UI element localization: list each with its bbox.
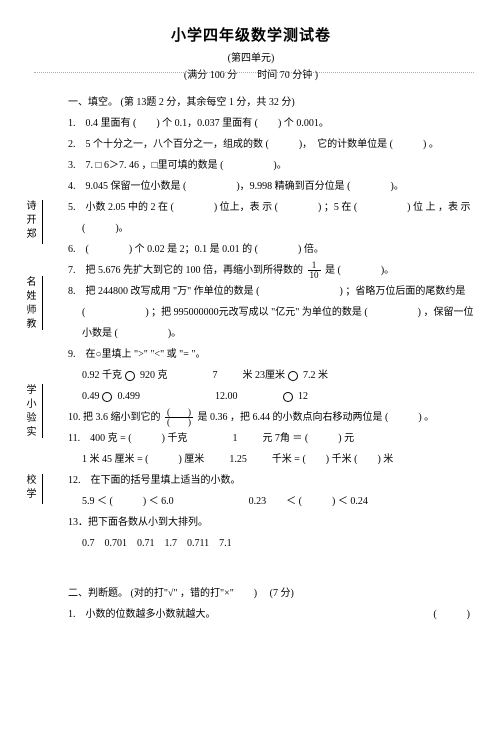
q11-row2: 1 米 45 厘米 = ( ) 厘米 1.25 千米 = ( ) 千米 ( ) … (68, 450, 482, 470)
margin-seg-4 (42, 474, 43, 504)
j1-row: 1. 小数的位数越多小数就越大。 ( ) (68, 605, 482, 625)
q12-row: 5.9 ＜ ( ) ＜ 6.0 0.23 ＜ ( ) ＜ 0.24 (68, 492, 482, 512)
q8b: ( ) ；把 995000000元改写成以 "亿元" 为单位的数是 ( ) ，保… (68, 303, 482, 323)
margin-label-1: 诗开郑 (22, 200, 37, 242)
exam-meta: (满分 100 分 时间 70 分钟 ) (0, 66, 502, 81)
compare-circle (102, 392, 112, 402)
q9r1e: 7.2 米 (303, 370, 328, 381)
section-2-heading: 二、判断题。 (对的打"√" ，错的打"×" ) (7 分) (68, 584, 482, 604)
q9r1a: 0.92 千克 (82, 370, 122, 381)
margin-label-2: 名姓师教 (22, 276, 37, 332)
q9r1c: 7 (213, 370, 218, 381)
q10: 10. 把 3.6 缩小到它的 ( )( ) 是 0.36 ，把 6.44 的小… (68, 408, 482, 428)
q11-row1: 11. 400 克 = ( ) 千克 1 元 7角 ＝ ( ) 元 (68, 429, 482, 449)
q11c: 元 7角 ＝ ( ) 元 (262, 433, 354, 444)
compare-circle (288, 371, 298, 381)
q9r1b: 920 克 (140, 370, 168, 381)
q4: 4. 9.045 保留一位小数是 ( )，9.998 精确到百分位是 ( )。 (68, 177, 482, 197)
section-1-heading: 一、填空。 (第 13题 2 分，其余每空 1 分，共 32 分) (68, 93, 482, 113)
q5: 5. 小数 2.05 中的 2 在 ( ) 位上，表 示 ( ) ；5 在 ( … (68, 198, 482, 218)
q11b: 1 (232, 433, 237, 444)
q7: 7. 把 5.676 先扩大到它的 100 倍，再缩小到所得数的 110 是 (… (68, 261, 482, 281)
compare-circle (125, 371, 135, 381)
q9r2b: 0.499 (118, 391, 141, 402)
margin-label-4: 校学 (22, 474, 37, 502)
q8a: 8. 把 244800 改写成用 "万" 作单位的数是 ( ) ；省略万位后面的… (68, 282, 482, 302)
margin-seg-1 (42, 200, 43, 244)
fraction-1-10: 110 (308, 261, 321, 280)
q11f: 千米 = ( ) 千米 ( ) 米 (272, 454, 393, 465)
q11d: 1 米 45 厘米 = ( ) 厘米 (82, 454, 204, 465)
q12: 12. 在下面的括号里填上适当的小数。 (68, 471, 482, 491)
q9r2a: 0.49 (82, 391, 100, 402)
q5b: ( )。 (68, 219, 482, 239)
q13a: 0.7 0.701 0.71 1.7 0.711 7.1 (68, 534, 482, 554)
q9-row2: 0.49 0.499 12.00 12 (68, 387, 482, 407)
fraction-blank: ( )( ) (165, 408, 193, 427)
q11a: 11. 400 克 = ( ) 千克 (68, 433, 187, 444)
j1: 1. 小数的位数越多小数就越大。 (68, 609, 216, 620)
compare-circle (283, 392, 293, 402)
q2: 2. 5 个十分之一，八个百分之一，组成的数 ( )， 它的计数单位是 ( ) … (68, 135, 482, 155)
q9r1d: 米 23厘米 (243, 370, 286, 381)
exam-subtitle: (第四单元) (0, 49, 502, 64)
q10b: 是 0.36 ，把 6.44 的小数点向右移动两位是 ( ) 。 (198, 412, 435, 423)
margin-seg-2 (42, 276, 43, 330)
q12a: 5.9 ＜ ( ) ＜ 6.0 (82, 496, 174, 507)
j1-blank: ( ) (433, 605, 482, 625)
exam-title: 小学四年级数学测试卷 (0, 24, 502, 45)
margin-seg-3 (42, 384, 43, 438)
q6: 6. ( ) 个 0.02 是 2；0.1 是 0.01 的 ( ) 倍。 (68, 240, 482, 260)
q13: 13．把下面各数从小到大排列。 (68, 513, 482, 533)
q10a: 10. 把 3.6 缩小到它的 (68, 412, 161, 423)
q1: 1. 0.4 里面有 ( ) 个 0.1，0.037 里面有 ( ) 个 0.0… (68, 114, 482, 134)
dotted-rule-1 (34, 72, 474, 73)
q9r2c: 12.00 (215, 391, 238, 402)
q11e: 1.25 (229, 454, 247, 465)
q7b: 是 ( )。 (325, 265, 394, 276)
q8c: 小数是 ( )。 (68, 324, 482, 344)
q7a: 7. 把 5.676 先扩大到它的 100 倍，再缩小到所得数的 (68, 265, 303, 276)
q9-row1: 0.92 千克 920 克 7 米 23厘米 7.2 米 (68, 366, 482, 386)
q3: 3. 7. □ 6＞7. 46 ，□里可填的数是 ( )。 (68, 156, 482, 176)
q9: 9. 在○里填上 ">" "<" 或 "= "。 (68, 345, 482, 365)
margin-label-3: 学小验实 (22, 384, 37, 440)
q9r2d: 12 (298, 391, 308, 402)
q12b: 0.23 ＜ ( ) ＜ 0.24 (249, 496, 368, 507)
content: 一、填空。 (第 13题 2 分，其余每空 1 分，共 32 分) 1. 0.4… (68, 93, 482, 625)
